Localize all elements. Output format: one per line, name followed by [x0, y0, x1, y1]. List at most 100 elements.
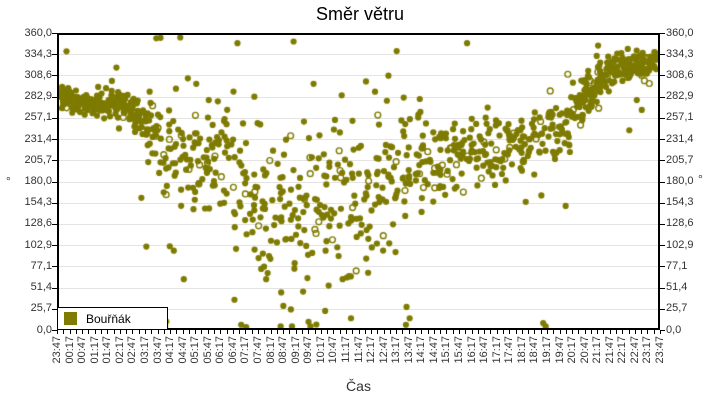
- x-tick-mark: [139, 330, 140, 334]
- x-tick-mark: [641, 330, 642, 334]
- x-tick-label: 23:17: [641, 336, 653, 364]
- x-tick-mark: [227, 330, 228, 334]
- y-tick-label-left: 154,3: [24, 196, 52, 208]
- y-tick-mark-right: [660, 118, 665, 119]
- x-tick-label: 18:17: [516, 336, 528, 364]
- y-tick-mark-right: [660, 182, 665, 183]
- x-tick-mark: [390, 330, 391, 334]
- y-tick-mark-right: [660, 139, 665, 140]
- x-tick-mark: [283, 330, 284, 334]
- x-tick-label: 18:47: [528, 336, 540, 364]
- y-tick-label-right: 77,1: [666, 260, 688, 272]
- x-tick-mark: [578, 330, 579, 334]
- y-tick-mark-right: [660, 33, 665, 34]
- x-tick-mark: [484, 330, 485, 334]
- y-tick-mark-left: [52, 203, 57, 204]
- x-tick-mark: [603, 330, 604, 334]
- x-tick-mark: [189, 330, 190, 334]
- x-tick-mark: [528, 330, 529, 334]
- y-tick-label-left: 282,9: [24, 90, 52, 102]
- x-tick-mark: [472, 330, 473, 334]
- scatter-points-canvas: [59, 35, 658, 328]
- x-tick-mark: [120, 330, 121, 334]
- x-tick-label: 06:17: [214, 336, 226, 364]
- x-tick-mark: [308, 330, 309, 334]
- x-tick-mark: [114, 330, 115, 334]
- y-tick-label-left: 102,9: [24, 239, 52, 251]
- y-tick-label-left: 334,3: [24, 48, 52, 60]
- x-tick-mark: [95, 330, 96, 334]
- x-tick-mark: [321, 330, 322, 334]
- x-tick-label: 14:47: [428, 336, 440, 364]
- x-tick-mark: [63, 330, 64, 334]
- y-tick-mark-left: [52, 33, 57, 34]
- x-tick-label: 10:17: [315, 336, 327, 364]
- x-tick-mark: [170, 330, 171, 334]
- x-tick-label: 05:17: [189, 336, 201, 364]
- x-tick-mark: [654, 330, 655, 334]
- x-tick-mark: [660, 330, 661, 334]
- x-tick-mark: [647, 330, 648, 334]
- x-tick-label: 06:47: [227, 336, 239, 364]
- x-tick-mark: [591, 330, 592, 334]
- x-tick-mark: [252, 330, 253, 334]
- y-tick-mark-right: [660, 97, 665, 98]
- y-tick-label-left: 308,6: [24, 69, 52, 81]
- y-tick-label-left: 231,4: [24, 133, 52, 145]
- x-tick-mark: [547, 330, 548, 334]
- x-tick-mark: [340, 330, 341, 334]
- y-tick-label-right: 360,0: [666, 27, 694, 39]
- x-tick-label: 02:17: [114, 336, 126, 364]
- x-tick-mark: [158, 330, 159, 334]
- x-tick-label: 04:17: [164, 336, 176, 364]
- x-tick-mark: [333, 330, 334, 334]
- x-tick-mark: [541, 330, 542, 334]
- x-tick-mark: [428, 330, 429, 334]
- legend-swatch: [64, 312, 77, 325]
- x-tick-mark: [289, 330, 290, 334]
- x-tick-mark: [459, 330, 460, 334]
- y-tick-label-left: 205,7: [24, 154, 52, 166]
- y-tick-label-right: 180,0: [666, 175, 694, 187]
- x-tick-mark: [195, 330, 196, 334]
- y-tick-mark-left: [52, 330, 57, 331]
- x-tick-label: 22:47: [629, 336, 641, 364]
- x-tick-label: 01:17: [89, 336, 101, 364]
- y-tick-label-right: 25,7: [666, 302, 688, 314]
- x-tick-mark: [233, 330, 234, 334]
- y-tick-label-right: 51,4: [666, 281, 688, 293]
- y-tick-mark-left: [52, 245, 57, 246]
- x-tick-mark: [352, 330, 353, 334]
- x-tick-label: 01:47: [101, 336, 113, 364]
- x-tick-label: 12:47: [378, 336, 390, 364]
- x-tick-mark: [384, 330, 385, 334]
- x-tick-mark: [164, 330, 165, 334]
- x-tick-label: 22:17: [616, 336, 628, 364]
- y-tick-mark-left: [52, 266, 57, 267]
- x-tick-label: 15:47: [453, 336, 465, 364]
- x-tick-mark: [57, 330, 58, 334]
- x-tick-mark: [421, 330, 422, 334]
- y-tick-mark-right: [660, 266, 665, 267]
- x-tick-label: 21:47: [604, 336, 616, 364]
- x-tick-label: 15:17: [440, 336, 452, 364]
- x-tick-label: 08:47: [277, 336, 289, 364]
- y-tick-mark-right: [660, 288, 665, 289]
- x-tick-label: 04:47: [177, 336, 189, 364]
- x-tick-label: 20:17: [566, 336, 578, 364]
- y-tick-mark-right: [660, 54, 665, 55]
- x-tick-label: 16:47: [478, 336, 490, 364]
- x-tick-mark: [176, 330, 177, 334]
- x-tick-label: 07:47: [252, 336, 264, 364]
- y-tick-mark-right: [660, 224, 665, 225]
- x-tick-mark: [566, 330, 567, 334]
- x-tick-mark: [296, 330, 297, 334]
- y-tick-label-right: 257,1: [666, 111, 694, 123]
- y-tick-mark-left: [52, 118, 57, 119]
- x-tick-mark: [572, 330, 573, 334]
- y-tick-label-right: 231,4: [666, 133, 694, 145]
- x-tick-label: 13:47: [403, 336, 415, 364]
- x-tick-mark: [616, 330, 617, 334]
- x-tick-mark: [402, 330, 403, 334]
- x-tick-mark: [126, 330, 127, 334]
